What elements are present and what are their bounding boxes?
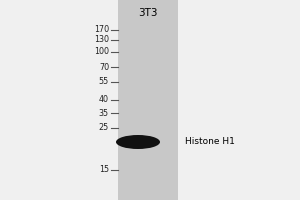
Ellipse shape [116,135,160,149]
Text: Histone H1: Histone H1 [185,138,235,146]
Text: 170: 170 [94,25,109,34]
Text: 55: 55 [99,77,109,86]
Text: 15: 15 [99,166,109,174]
Text: 40: 40 [99,96,109,104]
Text: 130: 130 [94,36,109,45]
Text: 3T3: 3T3 [138,8,158,18]
Text: 25: 25 [99,123,109,132]
Text: 100: 100 [94,47,109,56]
Text: 35: 35 [99,108,109,117]
Bar [118,0,178,200]
Text: 70: 70 [99,62,109,72]
